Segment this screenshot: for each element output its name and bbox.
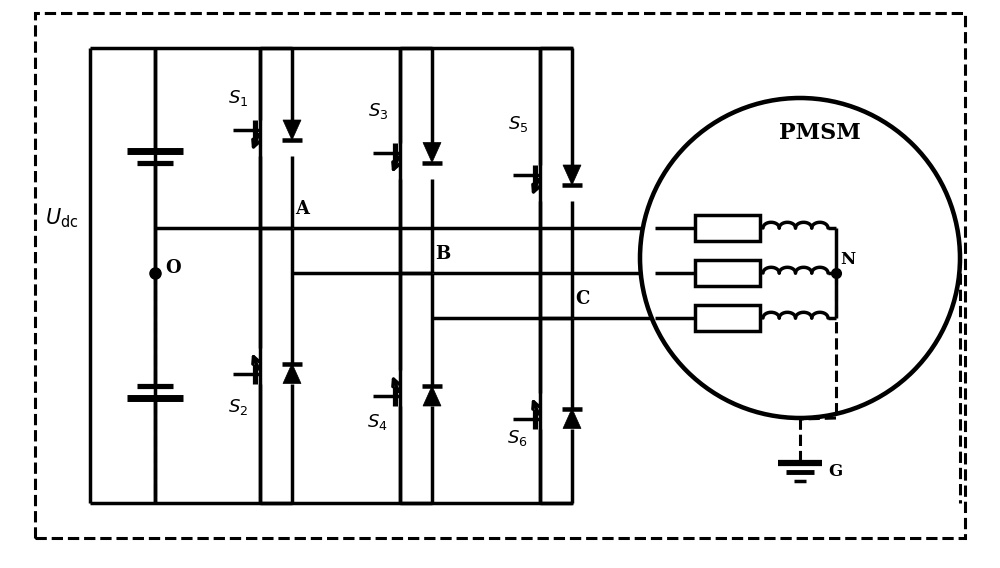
Text: N: N [840,251,855,268]
Text: $S_2$: $S_2$ [228,397,248,417]
Bar [695,305,760,331]
Text: $S_5$: $S_5$ [508,114,528,133]
Polygon shape [283,120,301,140]
Polygon shape [563,408,581,428]
Circle shape [640,98,960,418]
Bar [695,260,760,286]
Bar [695,215,760,241]
Text: $S_3$: $S_3$ [368,101,388,121]
Polygon shape [283,364,301,383]
Text: A: A [295,200,309,218]
Text: PMSM: PMSM [779,122,861,144]
Text: $S_6$: $S_6$ [507,428,528,448]
Text: O: O [165,259,181,277]
Polygon shape [563,165,581,185]
Polygon shape [423,386,441,406]
Text: $S_4$: $S_4$ [367,412,388,432]
Text: $S_1$: $S_1$ [228,89,248,108]
Text: C: C [575,290,589,308]
Text: G: G [828,463,842,481]
Text: B: B [435,245,450,263]
Text: $U_{\rm dc}$: $U_{\rm dc}$ [45,206,79,230]
Polygon shape [423,143,441,162]
